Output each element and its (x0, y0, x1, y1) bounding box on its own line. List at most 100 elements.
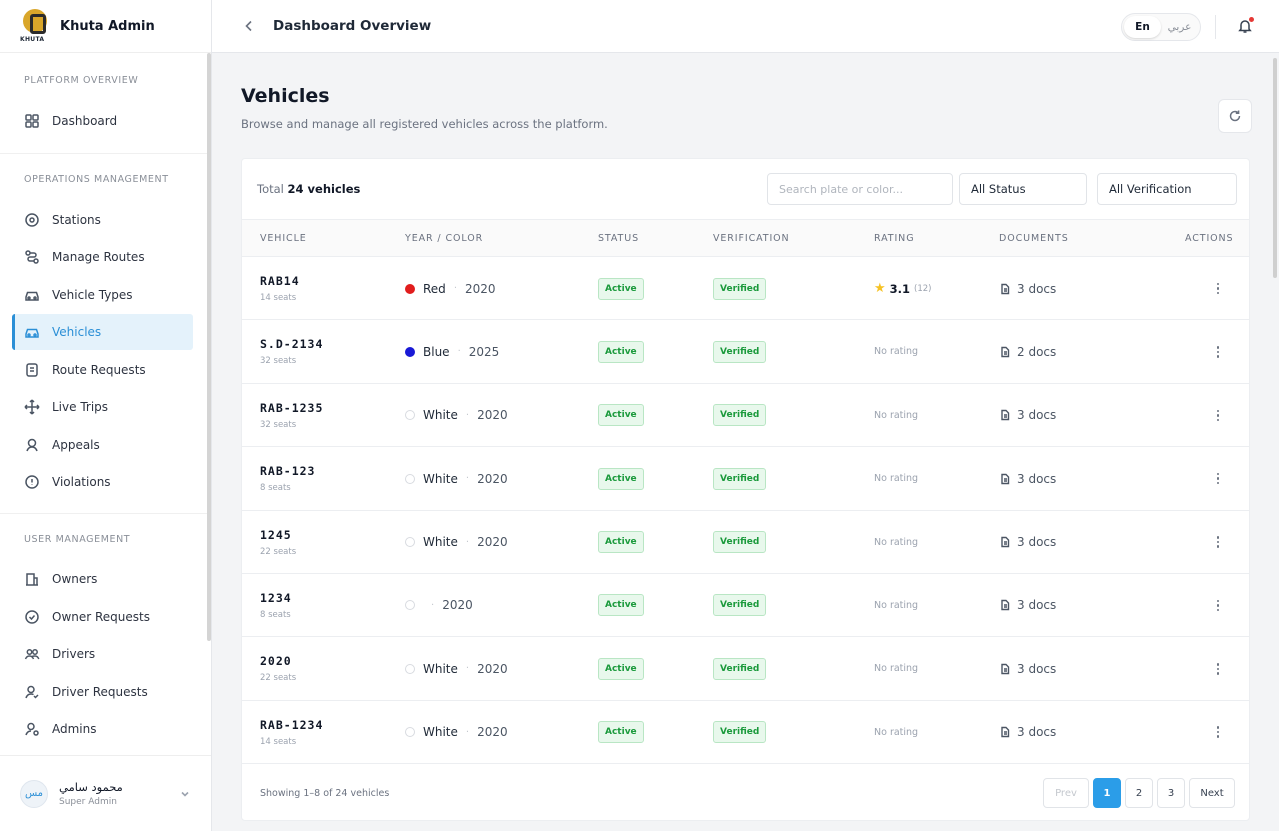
refresh-button[interactable] (1218, 99, 1252, 133)
sidebar-item-owner-requests[interactable]: Owner Requests (12, 599, 193, 635)
rating-count: (12) (914, 283, 932, 294)
seat-count: 14 seats (260, 736, 297, 747)
table-row[interactable]: 2020 22 seats White · 2020 Active Verified No r… (242, 637, 1249, 701)
documents-cell[interactable]: 3 docs (999, 511, 1056, 574)
appeal-icon (26, 438, 38, 451)
language-toggle[interactable]: En عربي (1121, 13, 1201, 41)
plate-number[interactable]: RAB-123 (260, 464, 316, 479)
sidebar-item-owners[interactable]: Owners (12, 561, 193, 597)
sidebar-item-appeals[interactable]: Appeals (12, 427, 193, 463)
table-row[interactable]: RAB-1235 32 seats White · 2020 Active Verified… (242, 384, 1249, 448)
verification-cell: Verified (713, 511, 767, 574)
col-verification[interactable]: VERIFICATION (713, 233, 790, 244)
status-badge: Active (598, 594, 644, 617)
no-rating-text: No rating (874, 599, 919, 611)
plate-number[interactable]: 2020 (260, 654, 292, 669)
row-actions-button[interactable] (1210, 447, 1226, 510)
verification-filter-select[interactable]: All Verification (1097, 173, 1237, 205)
table-row[interactable]: RAB-1234 14 seats White · 2020 Active Verified… (242, 701, 1249, 765)
star-icon: ★ (874, 281, 886, 296)
sidebar-item-stations[interactable]: Stations (12, 202, 193, 238)
sidebar-item-label: Stations (52, 212, 101, 227)
col-documents[interactable]: DOCUMENTS (999, 233, 1069, 244)
status-filter-select[interactable]: All Status (959, 173, 1087, 205)
sidebar-item-vehicles[interactable]: Vehicles (12, 314, 193, 350)
documents-cell[interactable]: 2 docs (999, 320, 1056, 383)
notifications-button[interactable] (1237, 17, 1254, 34)
table-row[interactable]: 1245 22 seats White · 2020 Active Verified No r… (242, 511, 1249, 574)
row-actions-button[interactable] (1210, 574, 1226, 637)
next-page-button[interactable]: Next (1189, 778, 1235, 808)
verification-cell: Verified (713, 257, 767, 320)
plate-number[interactable]: RAB-1235 (260, 400, 324, 415)
lang-en-button[interactable]: En (1124, 16, 1161, 38)
sidebar-item-drivers[interactable]: Drivers (12, 636, 193, 672)
color-name: Red (423, 281, 446, 296)
col-year-color[interactable]: YEAR / COLOR (405, 233, 484, 244)
sidebar-section-title: PLATFORM OVERVIEW (24, 75, 139, 86)
verification-badge: Verified (713, 340, 767, 363)
vehicle-cell: 2020 22 seats (260, 637, 296, 700)
year-color-cell: White · 2020 (405, 701, 508, 764)
col-status[interactable]: STATUS (598, 233, 640, 244)
documents-cell[interactable]: 3 docs (999, 384, 1056, 447)
sidebar-scrollbar[interactable] (207, 53, 211, 641)
rating-cell: No rating (874, 384, 918, 447)
seat-count: 8 seats (260, 483, 291, 494)
rating-cell: No rating (874, 511, 918, 574)
sidebar-item-admins[interactable]: Admins (12, 711, 193, 747)
col-rating[interactable]: RATING (874, 233, 915, 244)
main-content: Vehicles Browse and manage all registere… (212, 53, 1279, 831)
col-vehicle[interactable]: VEHICLE (260, 233, 307, 244)
row-actions-button[interactable] (1210, 384, 1226, 447)
document-icon (1001, 663, 1010, 675)
documents-cell[interactable]: 3 docs (999, 574, 1056, 637)
chevron-down-icon[interactable] (179, 788, 191, 800)
page-2-button[interactable]: 2 (1125, 778, 1153, 808)
documents-cell[interactable]: 3 docs (999, 257, 1056, 320)
sidebar-item-live-trips[interactable]: Live Trips (12, 389, 193, 425)
user-gear-icon (25, 722, 39, 736)
main-scrollbar[interactable] (1273, 58, 1277, 278)
status-cell: Active (598, 574, 644, 637)
documents-cell[interactable]: 3 docs (999, 637, 1056, 700)
row-actions-button[interactable] (1210, 637, 1226, 700)
prev-page-button[interactable]: Prev (1043, 778, 1089, 808)
seat-count: 8 seats (260, 609, 291, 620)
documents-cell[interactable]: 3 docs (999, 447, 1056, 510)
vehicle-year: 2020 (477, 661, 508, 676)
table-row[interactable]: S.D-2134 32 seats Blue · 2025 Active Verified N… (242, 320, 1249, 384)
brand[interactable]: KHUTA Khuta Admin (0, 0, 211, 53)
sidebar-item-violations[interactable]: Violations (12, 464, 193, 500)
sidebar-section-title: USER MANAGEMENT (24, 533, 131, 545)
user-profile[interactable]: مس محمود سامي Super Admin (0, 755, 211, 831)
table-row[interactable]: 1234 8 seats · 2020 Active Verified No rating 3… (242, 574, 1249, 638)
page-1-button[interactable]: 1 (1093, 778, 1121, 808)
row-actions-button[interactable] (1210, 511, 1226, 574)
table-row[interactable]: RAB-123 8 seats White · 2020 Active Verified No… (242, 447, 1249, 511)
plate-number[interactable]: S.D-2134 (260, 337, 324, 352)
page-title: Vehicles (241, 85, 330, 107)
plate-number[interactable]: RAB-1234 (260, 717, 324, 732)
sidebar-item-driver-requests[interactable]: Driver Requests (12, 674, 193, 710)
plate-number[interactable]: RAB14 (260, 274, 300, 288)
back-arrow-icon[interactable] (242, 19, 256, 33)
row-actions-button[interactable] (1210, 701, 1226, 764)
sidebar-item-vehicle-types[interactable]: Vehicle Types (12, 277, 193, 313)
sidebar-item-route-requests[interactable]: Route Requests (12, 352, 193, 388)
year-color-cell: White · 2020 (405, 511, 508, 574)
plate-number[interactable]: 1245 (260, 527, 292, 542)
lang-ar-button[interactable]: عربي (1167, 21, 1192, 33)
sidebar-item-dashboard[interactable]: Dashboard (12, 103, 193, 139)
row-actions-button[interactable] (1210, 320, 1226, 383)
documents-cell[interactable]: 3 docs (999, 701, 1056, 764)
color-swatch (405, 283, 415, 294)
row-actions-button[interactable] (1210, 257, 1226, 320)
seat-count: 22 seats (260, 673, 297, 684)
plate-number[interactable]: 1234 (260, 590, 292, 605)
table-row[interactable]: RAB14 14 seats Red · 2020 Active Verified ★ 3.1(… (242, 257, 1249, 321)
vehicle-cell: RAB-1235 32 seats (260, 384, 323, 447)
page-3-button[interactable]: 3 (1157, 778, 1185, 808)
search-input[interactable] (767, 173, 953, 205)
sidebar-item-manage-routes[interactable]: Manage Routes (12, 239, 193, 275)
